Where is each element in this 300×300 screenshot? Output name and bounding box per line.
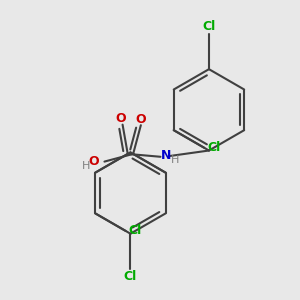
Text: Cl: Cl: [128, 224, 142, 238]
Text: H: H: [82, 160, 90, 170]
Text: Cl: Cl: [202, 20, 216, 33]
Text: O: O: [88, 155, 99, 168]
Text: H: H: [171, 155, 179, 165]
Text: Cl: Cl: [207, 141, 220, 154]
Text: Cl: Cl: [124, 270, 137, 283]
Text: O: O: [136, 113, 146, 126]
Text: N: N: [161, 149, 171, 162]
Text: O: O: [115, 112, 125, 125]
